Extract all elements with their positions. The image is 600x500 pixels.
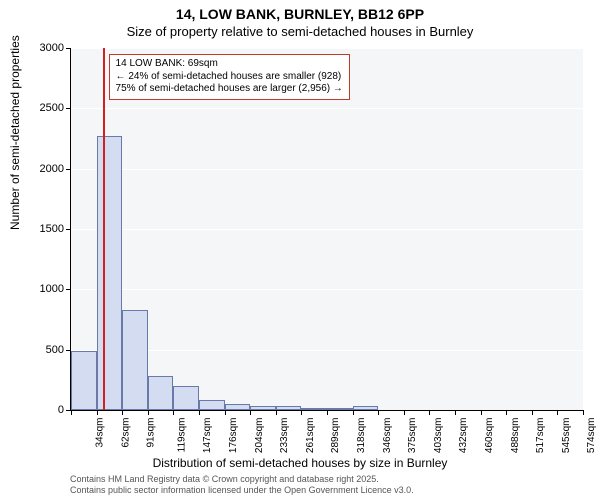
x-tick-mark: [481, 410, 482, 415]
x-tick-mark: [276, 410, 277, 415]
histogram-bar: [225, 404, 251, 410]
histogram-chart: 14, LOW BANK, BURNLEY, BB12 6PP Size of …: [0, 0, 600, 500]
x-tick-mark: [455, 410, 456, 415]
y-tick-mark: [66, 108, 71, 109]
histogram-bar: [327, 408, 353, 410]
x-tick-mark: [173, 410, 174, 415]
y-tick-mark: [66, 48, 71, 49]
x-tick-mark: [429, 410, 430, 415]
footer-line2: Contains public sector information licen…: [70, 485, 414, 496]
y-tick-label: 1500: [14, 223, 64, 235]
x-tick-mark: [583, 410, 584, 415]
x-tick-label: 432sqm: [458, 418, 469, 454]
histogram-bar: [301, 408, 327, 410]
histogram-bar: [97, 136, 123, 410]
x-tick-label: 574sqm: [586, 418, 597, 454]
histogram-bar: [71, 351, 97, 410]
x-tick-mark: [148, 410, 149, 415]
annotation-line3: 75% of semi-detached houses are larger (…: [116, 83, 343, 96]
x-tick-label: 233sqm: [279, 418, 290, 454]
x-tick-label: 119sqm: [176, 418, 187, 453]
y-tick-mark: [66, 289, 71, 290]
x-tick-label: 545sqm: [561, 418, 572, 454]
x-tick-label: 517sqm: [535, 418, 546, 454]
x-tick-mark: [71, 410, 72, 415]
gridline: [71, 169, 583, 170]
annotation-box: 14 LOW BANK: 69sqm← 24% of semi-detached…: [109, 54, 350, 100]
x-tick-mark: [557, 410, 558, 415]
histogram-bar: [276, 406, 302, 410]
histogram-bar: [173, 386, 199, 410]
x-tick-mark: [404, 410, 405, 415]
gridline: [71, 350, 583, 351]
x-tick-label: 375sqm: [407, 418, 418, 454]
x-tick-mark: [327, 410, 328, 415]
y-tick-label: 1000: [14, 283, 64, 295]
footer-line1: Contains HM Land Registry data © Crown c…: [70, 474, 414, 485]
x-tick-label: 488sqm: [510, 418, 521, 454]
footer-attribution: Contains HM Land Registry data © Crown c…: [70, 474, 414, 496]
y-axis-label: Number of semi-detached properties: [8, 35, 22, 230]
histogram-bar: [148, 376, 174, 410]
gridline: [71, 229, 583, 230]
x-tick-mark: [122, 410, 123, 415]
x-tick-label: 204sqm: [254, 418, 265, 454]
x-tick-mark: [199, 410, 200, 415]
annotation-line1: 14 LOW BANK: 69sqm: [116, 58, 343, 71]
y-tick-label: 2000: [14, 163, 64, 175]
y-tick-label: 3000: [14, 42, 64, 54]
histogram-bar: [199, 400, 225, 410]
histogram-bar: [353, 406, 379, 410]
x-tick-mark: [250, 410, 251, 415]
x-tick-mark: [225, 410, 226, 415]
histogram-bar: [250, 406, 276, 410]
gridline: [71, 108, 583, 109]
x-tick-label: 147sqm: [202, 418, 213, 454]
x-tick-label: 460sqm: [484, 418, 495, 454]
y-tick-mark: [66, 229, 71, 230]
x-tick-mark: [353, 410, 354, 415]
gridline: [71, 289, 583, 290]
x-tick-label: 261sqm: [305, 418, 316, 454]
y-tick-mark: [66, 169, 71, 170]
x-tick-mark: [378, 410, 379, 415]
plot-area: 14 LOW BANK: 69sqm← 24% of semi-detached…: [70, 48, 583, 411]
annotation-line2: ← 24% of semi-detached houses are smalle…: [116, 71, 343, 84]
histogram-bar: [122, 310, 148, 410]
x-tick-mark: [301, 410, 302, 415]
y-tick-label: 2500: [14, 102, 64, 114]
x-tick-mark: [97, 410, 98, 415]
chart-title-line1: 14, LOW BANK, BURNLEY, BB12 6PP: [0, 6, 600, 22]
x-tick-label: 62sqm: [120, 418, 131, 448]
chart-title-line2: Size of property relative to semi-detach…: [0, 24, 600, 39]
reference-line: [103, 48, 105, 410]
y-tick-label: 0: [14, 404, 64, 416]
x-tick-label: 34sqm: [95, 418, 106, 448]
x-tick-mark: [532, 410, 533, 415]
x-tick-label: 176sqm: [228, 418, 239, 454]
x-tick-mark: [506, 410, 507, 415]
x-tick-label: 318sqm: [356, 418, 367, 454]
gridline: [71, 48, 583, 49]
x-tick-label: 346sqm: [382, 418, 393, 454]
x-tick-label: 91sqm: [146, 418, 157, 448]
x-tick-label: 289sqm: [330, 418, 341, 454]
x-tick-label: 403sqm: [433, 418, 444, 454]
x-axis-label: Distribution of semi-detached houses by …: [0, 456, 600, 470]
y-tick-label: 500: [14, 344, 64, 356]
